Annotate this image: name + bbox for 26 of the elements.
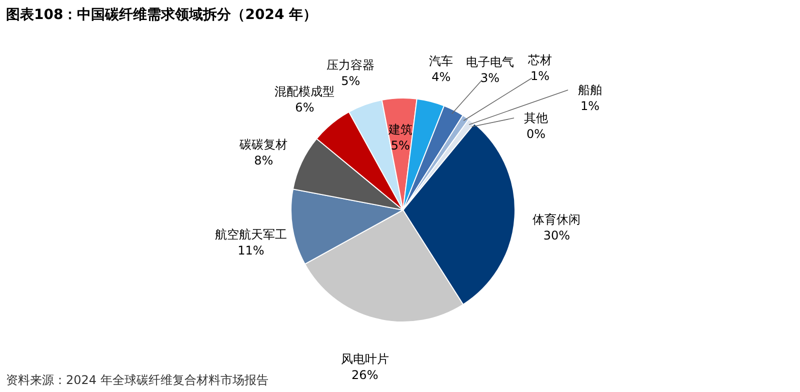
legend-label: 其他 <box>524 111 548 125</box>
data-label: 1% <box>580 99 600 113</box>
slice-label: 电子电气 <box>466 55 514 69</box>
slice-label: 碳碳复材 <box>238 138 288 152</box>
data-label: 26% <box>352 368 378 382</box>
data-label: 6% <box>295 100 314 114</box>
data-label: 30% <box>543 228 570 242</box>
data-label: 8% <box>254 154 274 168</box>
data-label: 5% <box>390 138 410 152</box>
chart-title: 图表108：中国碳纤维需求领域拆分（2024 年） <box>6 6 318 23</box>
slice-label: 风电叶片 <box>340 352 389 366</box>
slice-label: 船舶 <box>578 83 602 97</box>
text: 资料来源：2024 年全球碳纤维复合材料市场报告 <box>6 373 268 387</box>
slice-label: 航空航天军工 <box>214 227 287 242</box>
slice-label: 混配模成型 <box>274 84 335 98</box>
data-label: 11% <box>238 243 264 258</box>
slice-label: 体育休闲 <box>532 212 581 226</box>
data-label: 5% <box>341 74 360 88</box>
text: 0% <box>526 127 546 141</box>
data-label: 3% <box>480 71 500 85</box>
slice-label: 建筑 <box>387 122 412 136</box>
slice-label: 汽车 <box>429 54 454 68</box>
slice-label: 压力容器 <box>326 58 375 72</box>
data-label: 1% <box>530 69 550 83</box>
slice-label: 芯材 <box>527 53 552 67</box>
data-label: 4% <box>432 70 451 84</box>
